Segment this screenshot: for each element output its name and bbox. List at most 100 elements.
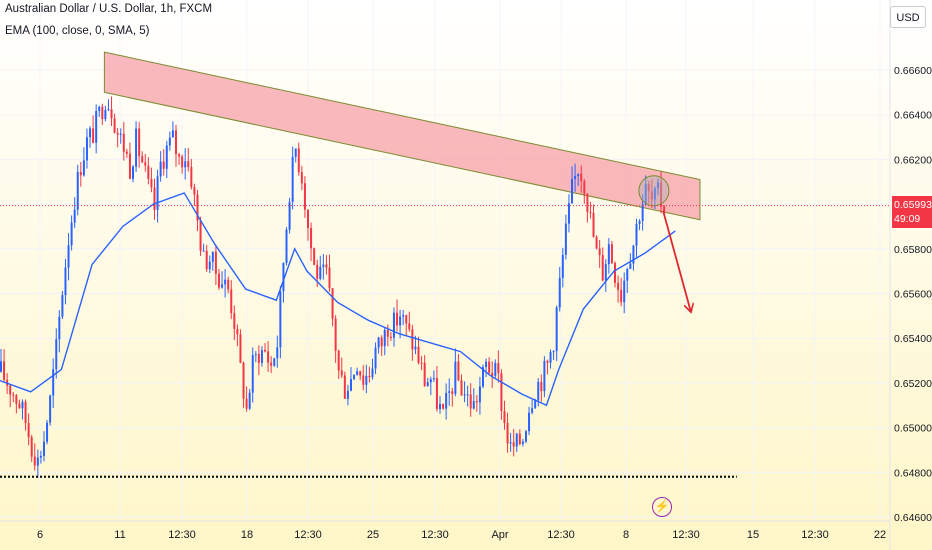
candle [478, 386, 481, 403]
candle [463, 394, 466, 396]
y-tick-label: 0.65800 [894, 244, 932, 256]
candle [171, 130, 174, 138]
candle [79, 171, 82, 176]
candle [435, 378, 438, 410]
candle [567, 203, 570, 224]
candle [589, 211, 592, 213]
candle [248, 392, 251, 409]
candle [549, 352, 552, 363]
candle [429, 379, 432, 383]
candle [58, 316, 61, 340]
candle [18, 403, 21, 409]
candle [82, 160, 85, 176]
candle [521, 441, 524, 444]
candle [420, 362, 423, 364]
candle [337, 350, 340, 371]
candle [331, 288, 334, 319]
candle [359, 371, 362, 376]
candle [325, 264, 328, 268]
x-tick-label: 8 [623, 529, 629, 541]
down-arrow[interactable] [662, 210, 691, 312]
candle [193, 187, 196, 195]
candle [414, 346, 417, 350]
candle [156, 176, 159, 210]
candle [411, 329, 414, 350]
last-price-tag: 0.65993 49:09 [892, 196, 932, 228]
indicator-legend[interactable]: EMA (100, close, 0, SMA, 5) [5, 25, 150, 37]
candle [601, 255, 604, 281]
candle [49, 395, 52, 423]
candle [107, 109, 110, 111]
candle [0, 361, 2, 372]
candle [92, 128, 95, 143]
x-tick-label: 15 [747, 529, 759, 541]
candle [583, 181, 586, 194]
candle [245, 398, 248, 409]
candle [125, 151, 128, 154]
y-tick-label: 0.66200 [894, 154, 932, 166]
candle [202, 250, 205, 252]
countdown-timer: 49:09 [894, 213, 921, 225]
candle [132, 166, 135, 179]
candle [242, 362, 245, 399]
candle [626, 268, 629, 281]
candle [552, 351, 555, 353]
candle [534, 400, 537, 409]
candle [208, 261, 211, 270]
candle [528, 412, 531, 432]
candle [101, 106, 104, 120]
candle [64, 267, 67, 296]
candle [343, 375, 346, 399]
candle [288, 201, 291, 230]
candle [515, 433, 518, 447]
y-tick-label: 0.66400 [894, 110, 932, 122]
candle [629, 263, 632, 269]
candle [291, 156, 294, 202]
candle [15, 395, 18, 404]
candle [346, 390, 349, 399]
candle [537, 381, 540, 401]
candle [24, 401, 27, 424]
candle [110, 109, 113, 119]
candle [294, 148, 297, 157]
candle [503, 411, 506, 423]
candle [95, 111, 98, 143]
candle [497, 362, 500, 374]
candle [402, 315, 405, 317]
currency-button[interactable]: USD [890, 6, 926, 28]
candle [119, 133, 122, 135]
candle [322, 264, 325, 267]
candle [663, 206, 666, 214]
candle [257, 354, 260, 363]
resistance-zone[interactable] [103, 51, 701, 221]
candle [313, 248, 316, 265]
candle [485, 361, 488, 367]
candle [647, 184, 650, 192]
candle [27, 423, 30, 438]
candle [135, 128, 138, 167]
candle [638, 221, 641, 224]
x-tick-label: 12:30 [801, 529, 829, 541]
y-tick-label: 0.65400 [894, 333, 932, 345]
candle [598, 248, 601, 256]
lightning-icon[interactable]: ⚡ [652, 497, 672, 517]
candle [423, 362, 426, 387]
candle [656, 182, 659, 189]
highlight-circle[interactable] [638, 175, 670, 207]
candle [454, 361, 457, 394]
candle [445, 392, 448, 409]
candle [224, 279, 227, 285]
candle [116, 132, 119, 135]
candle [46, 422, 49, 442]
candle [353, 374, 356, 380]
candle [439, 403, 442, 410]
candle [239, 334, 242, 363]
candle [214, 251, 217, 274]
candle [604, 264, 607, 281]
y-tick-label: 0.66600 [894, 65, 932, 77]
candle [141, 156, 144, 163]
x-tick-label: 12:30 [294, 529, 322, 541]
candle [21, 401, 24, 409]
